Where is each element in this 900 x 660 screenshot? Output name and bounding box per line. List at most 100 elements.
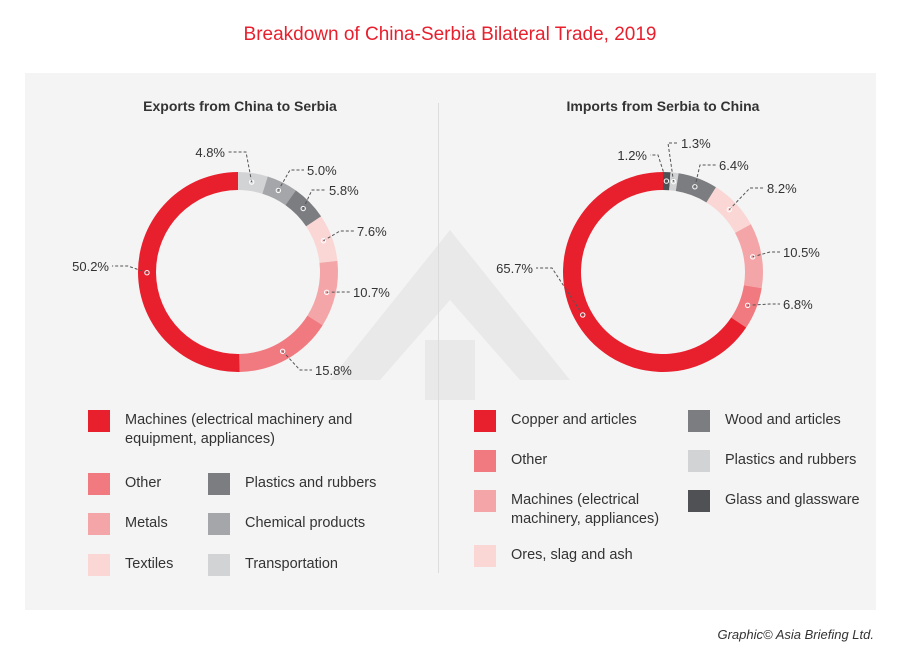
legend-label: Other	[511, 452, 548, 468]
chart-title: Breakdown of China-Serbia Bilateral Trad…	[243, 24, 657, 45]
legend-swatch	[88, 554, 110, 576]
data-label: 15.8%	[315, 363, 352, 378]
donut-slice	[238, 172, 268, 194]
leader-line	[536, 267, 584, 316]
legend-item: Other	[88, 473, 162, 495]
slice-dot	[726, 206, 732, 213]
slice-dot	[248, 179, 255, 185]
slice-dot	[279, 348, 286, 355]
credit: Graphic© Asia Briefing Ltd.	[717, 627, 874, 642]
data-label: 6.4%	[719, 158, 749, 173]
donut-slice	[307, 260, 338, 326]
legend-label: Plastics and rubbers	[725, 452, 857, 468]
leader-line	[323, 230, 354, 242]
data-label: 65.7%	[496, 261, 533, 276]
legend-item: Other	[474, 450, 548, 472]
slice-dot	[275, 187, 282, 194]
slice-dot	[144, 270, 150, 276]
legend-label: Plastics and rubbers	[245, 475, 377, 491]
data-label: 1.3%	[681, 136, 711, 151]
legend-swatch	[474, 490, 496, 512]
legend-swatch	[208, 473, 230, 495]
leader-line	[747, 303, 780, 306]
legend-swatch	[688, 450, 710, 472]
slice-dot	[744, 302, 751, 309]
leader-line	[277, 169, 304, 191]
legend-swatch	[474, 410, 496, 432]
data-label: 50.2%	[72, 259, 109, 274]
legend-item: Machines (electrical machinery, applianc…	[474, 490, 674, 529]
legend-swatch	[474, 545, 496, 567]
legend-swatch	[88, 513, 110, 535]
data-label: 8.2%	[767, 181, 797, 196]
slice-dot	[324, 289, 330, 295]
slice-dot	[692, 184, 698, 190]
data-label: 10.7%	[353, 285, 390, 300]
slice-dot	[670, 178, 677, 185]
legend-label: Chemical products	[245, 515, 366, 531]
legend-label: Transportation	[245, 556, 338, 572]
slice-dot	[663, 178, 670, 184]
leader-line	[650, 154, 667, 182]
legend-label: Machines (electrical machinery and equip…	[125, 412, 353, 447]
legend-label: Textiles	[125, 556, 174, 572]
leader-line	[667, 142, 678, 182]
donut-slice	[239, 315, 323, 372]
legend-label: Machines (electrical machinery, applianc…	[511, 492, 660, 527]
leader-line	[112, 265, 148, 274]
legend-label: Other	[125, 475, 162, 491]
donut-slice	[731, 285, 762, 328]
watermark-logo-base	[425, 340, 475, 400]
slice-dot	[750, 254, 756, 260]
legend-item: Wood and articles	[688, 410, 841, 432]
legend-item: Plastics and rubbers	[208, 473, 377, 495]
leader-line	[228, 151, 253, 183]
legend-item: Chemical products	[208, 513, 366, 535]
exports-title: Exports from China to Serbia	[143, 98, 337, 114]
legend-swatch	[688, 490, 710, 512]
legend-label: Metals	[125, 515, 168, 531]
donut-slice	[262, 176, 296, 206]
slice-dot	[320, 238, 327, 244]
legend-label: Copper and articles	[511, 412, 637, 428]
data-label: 1.2%	[617, 148, 647, 163]
divider	[438, 103, 439, 573]
legend-item: Copper and articles	[474, 410, 637, 432]
legend-swatch	[688, 410, 710, 432]
legend-label: Glass and glassware	[725, 492, 860, 508]
donut-slice	[137, 171, 240, 372]
donut-slice	[706, 187, 751, 233]
leader-line	[694, 164, 716, 187]
leader-line	[302, 189, 326, 209]
data-label: 7.6%	[357, 224, 387, 239]
data-label: 10.5%	[783, 245, 820, 260]
leader-line	[282, 350, 312, 371]
data-label: 5.0%	[307, 163, 337, 178]
legend-item: Textiles	[88, 554, 174, 576]
donut-slice	[675, 173, 717, 203]
donut-slice	[663, 172, 671, 191]
legend-swatch	[474, 450, 496, 472]
slice-dot	[300, 205, 306, 212]
legend-item: Plastics and rubbers	[688, 450, 857, 472]
leader-line	[752, 251, 780, 258]
legend-swatch	[88, 473, 110, 495]
legend-swatch	[208, 513, 230, 535]
donut-slice	[735, 224, 763, 289]
slice-dot	[580, 312, 586, 318]
legend-item: Glass and glassware	[688, 490, 860, 512]
watermark-logo	[330, 230, 570, 380]
donut-slice	[669, 172, 679, 192]
legend-item: Machines (electrical machinery and equip…	[88, 410, 388, 449]
legend-item: Ores, slag and ash	[474, 545, 633, 567]
data-label: 4.8%	[195, 145, 225, 160]
legend-swatch	[208, 554, 230, 576]
imports-title: Imports from Serbia to China	[566, 98, 760, 114]
legend-item: Metals	[88, 513, 168, 535]
data-label: 6.8%	[783, 297, 813, 312]
legend-label: Ores, slag and ash	[511, 547, 633, 563]
legend-swatch	[88, 410, 110, 432]
legend-label: Wood and articles	[725, 412, 841, 428]
